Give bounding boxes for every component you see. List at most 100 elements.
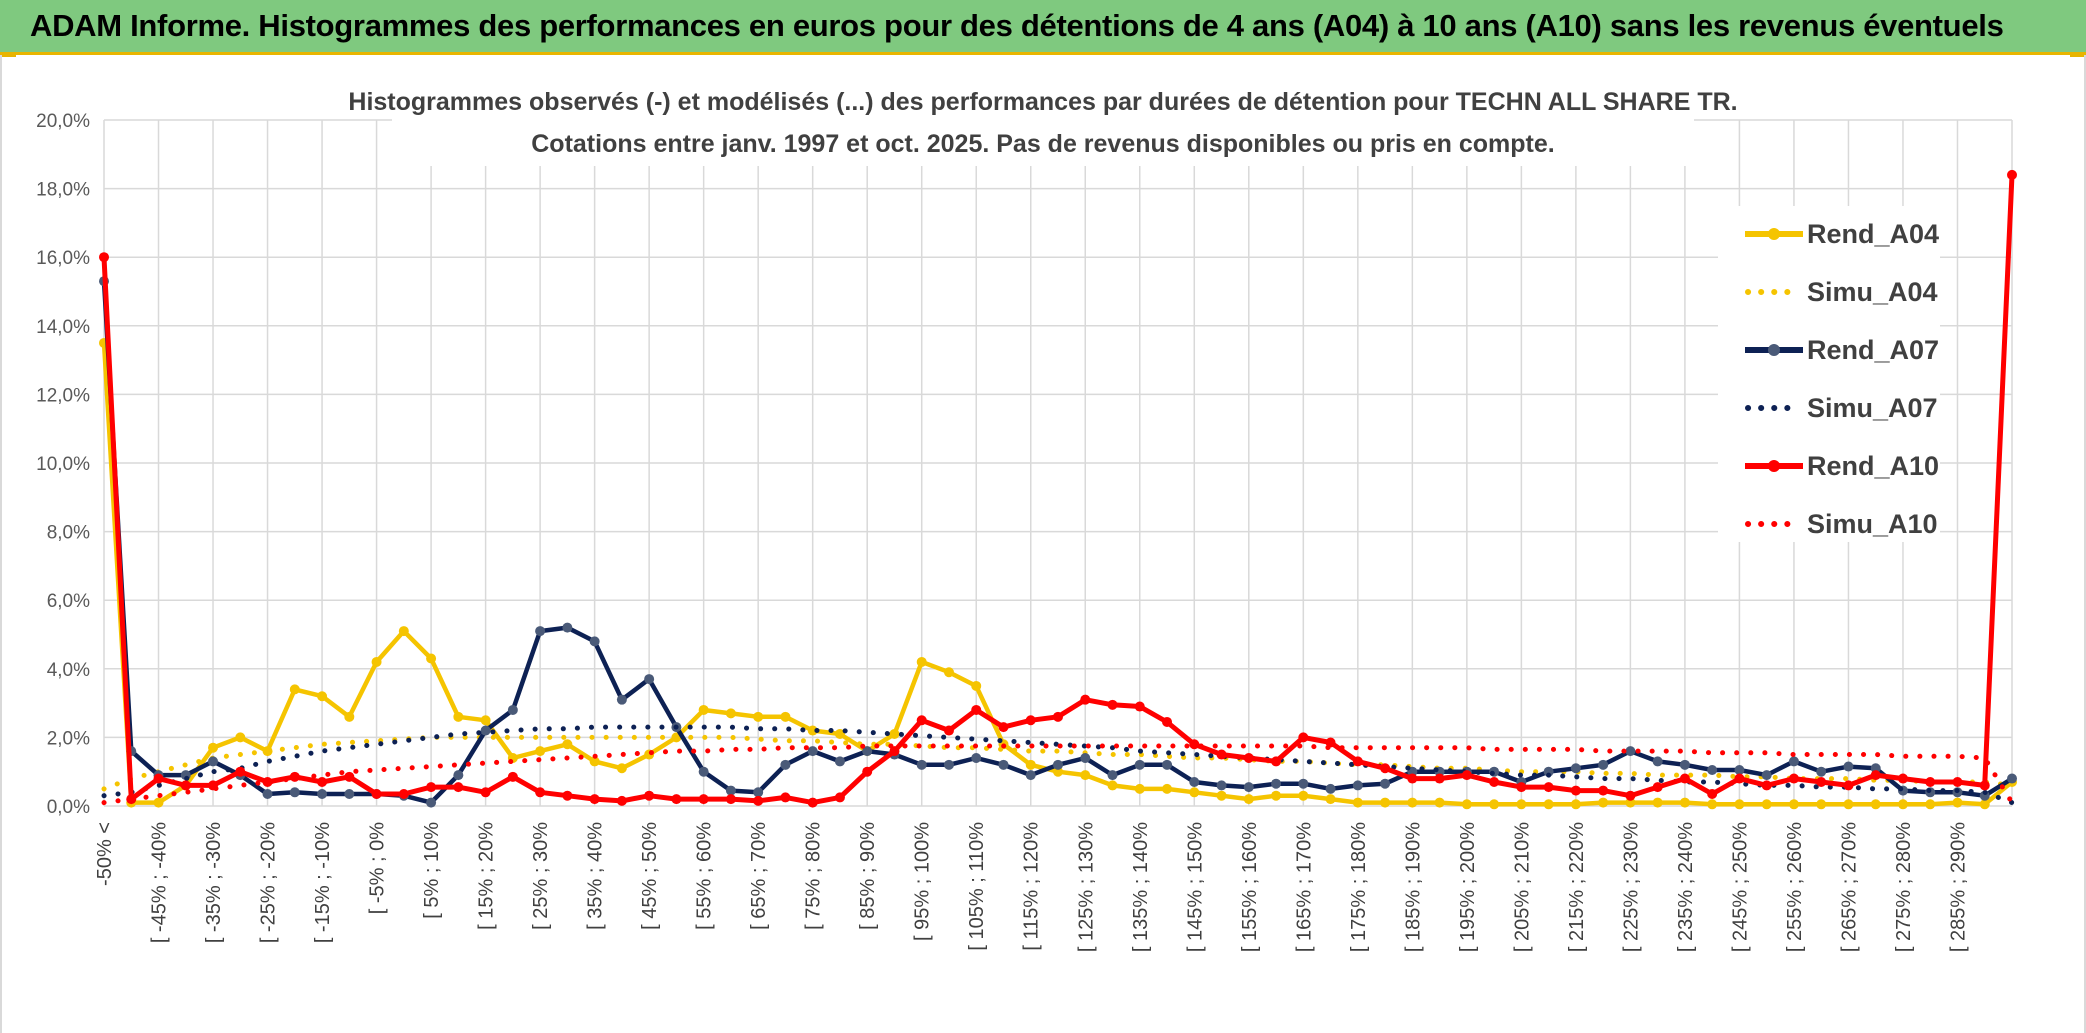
rend-a10-point bbox=[971, 704, 982, 715]
rend-a04-point bbox=[807, 725, 818, 736]
rend-a07-point bbox=[1243, 782, 1254, 793]
rend-a07-point bbox=[1570, 763, 1581, 774]
rend-a10-point bbox=[344, 771, 355, 782]
rend-a10-point bbox=[426, 782, 437, 793]
rend-a04-point bbox=[943, 667, 954, 678]
rend-a04-point bbox=[1734, 799, 1745, 810]
x-tick-label: [ 75% ; 80% bbox=[803, 822, 825, 930]
rend-a07-point bbox=[971, 752, 982, 763]
x-tick-label: [ 175% ; 180% bbox=[1348, 822, 1370, 952]
rend-a10-point bbox=[780, 792, 791, 803]
rend-a04-point bbox=[1243, 794, 1254, 805]
rend-a04-point bbox=[1407, 797, 1418, 808]
rend-a04-point bbox=[1788, 799, 1799, 810]
rend-a04-point bbox=[1162, 783, 1173, 794]
rend-a07-point bbox=[834, 756, 845, 767]
rend-a07-point bbox=[1134, 759, 1145, 770]
rend-a10-point bbox=[1897, 773, 1908, 784]
rend-a04-point bbox=[1380, 797, 1391, 808]
rend-a07-point bbox=[698, 766, 709, 777]
y-tick-label: 2,0% bbox=[47, 728, 90, 749]
rend-a04-point bbox=[235, 732, 246, 743]
x-tick-label: [ -45% ; -40% bbox=[149, 822, 171, 943]
x-tick-label: [ 5% ; 10% bbox=[421, 822, 443, 919]
rend-a10-point bbox=[2007, 169, 2017, 180]
rend-a04-point bbox=[916, 656, 927, 667]
rend-a04-point bbox=[1679, 797, 1690, 808]
rend-a10-point bbox=[1870, 770, 1881, 781]
rend-a10-point bbox=[453, 782, 464, 793]
rend-a04-point bbox=[453, 711, 464, 722]
rend-a04-point bbox=[834, 728, 845, 739]
rend-a04-point bbox=[1761, 799, 1772, 810]
rend-a07-point bbox=[1652, 756, 1663, 767]
rend-a10-point bbox=[1162, 716, 1173, 727]
rend-a04-point bbox=[1025, 759, 1036, 770]
x-tick-label: [ 35% ; 40% bbox=[585, 822, 607, 930]
rend-a10-point bbox=[398, 788, 409, 799]
rend-a10-point bbox=[589, 794, 600, 805]
rend-a07-point bbox=[1325, 783, 1336, 794]
rend-a10-point bbox=[1679, 773, 1690, 784]
rend-a07-point bbox=[480, 725, 491, 736]
rend-a04-point bbox=[480, 715, 491, 726]
title-backdrop bbox=[392, 78, 1694, 166]
rend-a04-point bbox=[1325, 794, 1336, 805]
x-tick-label: [ 285% ; 290% bbox=[1947, 822, 1969, 952]
rend-a10-point bbox=[1134, 701, 1145, 712]
rend-a10-point bbox=[535, 787, 546, 798]
header-accent-left bbox=[0, 52, 16, 57]
y-tick-label: 0,0% bbox=[47, 797, 90, 818]
y-tick-label: 18,0% bbox=[36, 180, 90, 201]
legend-label-simu-a04: Simu_A04 bbox=[1807, 277, 1938, 307]
legend-label-rend-a04: Rend_A04 bbox=[1807, 219, 1939, 249]
rend-a07-point bbox=[1162, 759, 1173, 770]
rend-a10-point bbox=[1461, 770, 1472, 781]
x-tick-label: [ 65% ; 70% bbox=[748, 822, 770, 930]
rend-a07-point bbox=[208, 756, 219, 767]
rend-a04-point bbox=[1925, 799, 1936, 810]
rend-a07-point bbox=[1025, 770, 1036, 781]
x-tick-label: [ 245% ; 250% bbox=[1729, 822, 1751, 952]
rend-a04-point bbox=[1516, 799, 1527, 810]
rend-a07-point bbox=[1679, 759, 1690, 770]
y-tick-label: 6,0% bbox=[47, 591, 90, 612]
x-tick-label: [ 155% ; 160% bbox=[1239, 822, 1261, 952]
rend-a04-point bbox=[589, 756, 600, 767]
chart-frame bbox=[0, 55, 2086, 1033]
x-tick-label: [ -15% ; -10% bbox=[312, 822, 334, 943]
rend-a10-point bbox=[1598, 785, 1609, 796]
rend-a04-point bbox=[426, 653, 437, 664]
series-layer bbox=[99, 169, 2017, 810]
rend-a10-point bbox=[998, 722, 1009, 733]
x-tick-label: [ 25% ; 30% bbox=[530, 822, 552, 930]
rend-a10-point bbox=[1407, 773, 1418, 784]
rend-a07-point bbox=[1189, 776, 1200, 787]
rend-a04-point bbox=[398, 626, 409, 637]
legend-label-simu-a07: Simu_A07 bbox=[1807, 393, 1938, 423]
legend-marker-rend-a07 bbox=[1768, 344, 1780, 356]
x-tick-label: [ 215% ; 220% bbox=[1566, 822, 1588, 952]
y-tick-label: 20,0% bbox=[36, 111, 90, 132]
x-tick-label: [ 225% ; 230% bbox=[1620, 822, 1642, 952]
rend-a07-point bbox=[916, 759, 927, 770]
rend-a04-point bbox=[1543, 799, 1554, 810]
rend-a04-point bbox=[1134, 783, 1145, 794]
rend-a10-point bbox=[644, 790, 655, 801]
rend-a07-point bbox=[535, 626, 546, 637]
rend-a10-point bbox=[1652, 782, 1663, 793]
rend-a04-point bbox=[371, 656, 382, 667]
rend-a04-point bbox=[753, 711, 764, 722]
legend-label-simu-a10: Simu_A10 bbox=[1807, 509, 1938, 539]
legend-label-rend-a07: Rend_A07 bbox=[1807, 335, 1939, 365]
rend-a04-point bbox=[1434, 797, 1445, 808]
rend-a10-point bbox=[1788, 773, 1799, 784]
rend-a07-point bbox=[317, 788, 328, 799]
rend-a04-point bbox=[1352, 797, 1363, 808]
rend-a07-point bbox=[753, 787, 764, 798]
x-tick-label: [ -35% ; -30% bbox=[203, 822, 225, 943]
rend-a10-point bbox=[507, 771, 518, 782]
y-axis: 0,0% 2,0% 4,0% 6,0% 8,0% 10,0% 12,0% 14,0% 16,0%… bbox=[36, 111, 90, 818]
x-tick-label: [ 265% ; 270% bbox=[1838, 822, 1860, 952]
